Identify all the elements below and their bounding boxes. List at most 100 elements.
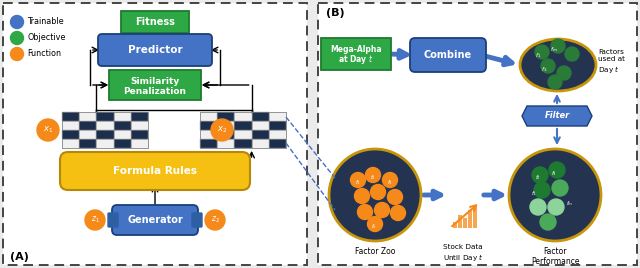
- Text: Stock Data
Until Day $t$: Stock Data Until Day $t$: [443, 244, 483, 263]
- Text: Generator: Generator: [127, 215, 183, 225]
- Text: $f_3$: $f_3$: [541, 66, 547, 75]
- Circle shape: [552, 180, 568, 196]
- Text: Predictor: Predictor: [128, 45, 182, 55]
- Bar: [200, 139, 217, 148]
- Text: $x_2$: $x_2$: [217, 125, 227, 135]
- Text: Factors
used at
Day $t$: Factors used at Day $t$: [598, 49, 625, 75]
- Text: at Day $t$: at Day $t$: [338, 54, 374, 66]
- Text: $f_3$: $f_3$: [387, 178, 393, 187]
- Text: Factor Zoo: Factor Zoo: [355, 247, 395, 256]
- Bar: [234, 121, 252, 130]
- FancyBboxPatch shape: [192, 213, 202, 227]
- Bar: [62, 112, 79, 121]
- Text: $f_1$: $f_1$: [535, 51, 541, 61]
- Text: $f_m$: $f_m$: [566, 200, 573, 209]
- Circle shape: [387, 189, 403, 204]
- Circle shape: [535, 45, 549, 59]
- Text: $f_2$: $f_2$: [535, 174, 541, 183]
- Circle shape: [351, 173, 365, 188]
- Circle shape: [565, 47, 579, 61]
- Circle shape: [358, 204, 372, 219]
- Bar: [62, 112, 148, 148]
- Bar: [453, 222, 457, 228]
- Circle shape: [548, 199, 564, 215]
- Ellipse shape: [520, 39, 596, 91]
- Circle shape: [329, 149, 421, 241]
- Bar: [97, 130, 114, 139]
- Circle shape: [540, 214, 556, 230]
- Bar: [468, 210, 472, 228]
- Bar: [97, 112, 114, 121]
- Text: $f_3$: $f_3$: [551, 170, 557, 178]
- Text: Combine: Combine: [424, 50, 472, 60]
- Circle shape: [211, 119, 233, 141]
- Circle shape: [383, 173, 397, 188]
- Text: $x_1$: $x_1$: [43, 125, 53, 135]
- Bar: [79, 139, 97, 148]
- Text: $f_1$: $f_1$: [531, 189, 537, 198]
- Bar: [252, 130, 269, 139]
- Text: (A): (A): [10, 252, 29, 262]
- Circle shape: [534, 182, 550, 198]
- Circle shape: [374, 203, 390, 218]
- Bar: [114, 139, 131, 148]
- Circle shape: [205, 210, 225, 230]
- Text: $f_1$: $f_1$: [355, 178, 361, 187]
- Bar: [131, 112, 148, 121]
- Bar: [114, 121, 131, 130]
- Circle shape: [390, 206, 406, 221]
- Polygon shape: [522, 106, 592, 126]
- Circle shape: [10, 47, 24, 61]
- Text: Trainable: Trainable: [27, 17, 63, 27]
- Circle shape: [532, 167, 548, 183]
- Circle shape: [355, 188, 369, 203]
- Text: $f_n$: $f_n$: [371, 222, 377, 232]
- Circle shape: [367, 217, 383, 232]
- Circle shape: [85, 210, 105, 230]
- Bar: [234, 139, 252, 148]
- Text: $z_2$: $z_2$: [211, 215, 220, 225]
- FancyBboxPatch shape: [121, 11, 189, 33]
- Text: $f_m$: $f_m$: [550, 46, 558, 54]
- Bar: [217, 112, 234, 121]
- Text: Similarity: Similarity: [131, 76, 180, 85]
- Text: Fitness: Fitness: [135, 17, 175, 27]
- Circle shape: [371, 184, 385, 199]
- Bar: [473, 205, 477, 228]
- Text: Function: Function: [27, 50, 61, 58]
- Circle shape: [557, 66, 571, 80]
- Circle shape: [541, 59, 555, 73]
- FancyBboxPatch shape: [321, 38, 391, 70]
- Circle shape: [10, 32, 24, 44]
- Circle shape: [365, 168, 381, 183]
- Text: Filter: Filter: [545, 111, 570, 121]
- FancyBboxPatch shape: [112, 205, 198, 235]
- Circle shape: [548, 75, 562, 89]
- FancyBboxPatch shape: [318, 3, 637, 265]
- FancyBboxPatch shape: [109, 70, 201, 100]
- FancyBboxPatch shape: [98, 34, 212, 66]
- Circle shape: [10, 16, 24, 28]
- Bar: [269, 121, 286, 130]
- Bar: [458, 215, 462, 228]
- FancyBboxPatch shape: [60, 152, 250, 190]
- Circle shape: [549, 162, 565, 178]
- Circle shape: [37, 119, 59, 141]
- Circle shape: [509, 149, 601, 241]
- Text: Objective: Objective: [27, 34, 65, 43]
- Text: Penalization: Penalization: [124, 87, 186, 95]
- Text: Mega-Alpha: Mega-Alpha: [330, 46, 382, 54]
- Bar: [200, 121, 217, 130]
- Text: $z_1$: $z_1$: [90, 215, 99, 225]
- Bar: [217, 130, 234, 139]
- FancyBboxPatch shape: [108, 213, 118, 227]
- FancyBboxPatch shape: [410, 38, 486, 72]
- Bar: [62, 130, 79, 139]
- Bar: [131, 130, 148, 139]
- FancyBboxPatch shape: [3, 3, 307, 265]
- Bar: [269, 139, 286, 148]
- Bar: [463, 218, 467, 228]
- Bar: [252, 112, 269, 121]
- Text: Formula Rules: Formula Rules: [113, 166, 197, 176]
- Bar: [79, 121, 97, 130]
